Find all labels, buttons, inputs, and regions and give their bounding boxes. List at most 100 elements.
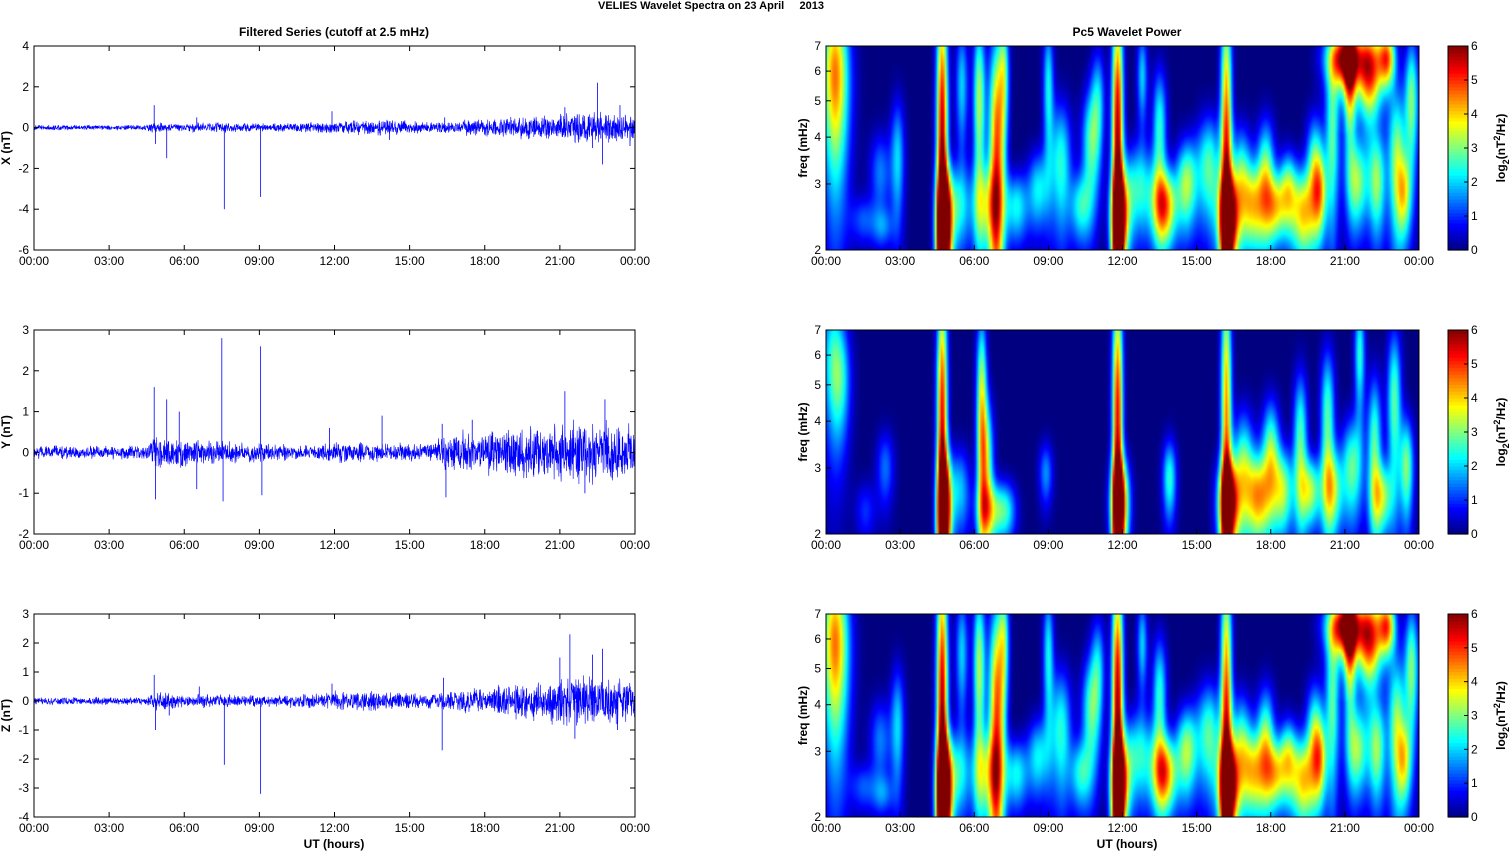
colorbar-step: [1448, 107, 1468, 112]
x-tick-label: 18:00: [1256, 821, 1286, 835]
colorbar-step: [1448, 165, 1468, 169]
colorbar-step: [1448, 735, 1468, 740]
colorbar-step: [1448, 411, 1468, 416]
colorbar-step: [1448, 360, 1468, 365]
colorbar-step: [1448, 80, 1468, 84]
y-tick-label: 4: [22, 39, 29, 53]
y-axis-label: freq (mHz): [796, 686, 810, 745]
y-tick-label: 3: [22, 323, 29, 337]
y-tick-label: 2: [814, 810, 821, 824]
x-tick-label: 18:00: [1256, 254, 1286, 268]
colorbar-step: [1448, 745, 1468, 750]
x-tick-label: 15:00: [395, 538, 425, 552]
colorbar-step: [1448, 73, 1468, 78]
colorbar-step: [1448, 66, 1468, 71]
colorbar-step: [1448, 144, 1468, 149]
x-tick-label: 15:00: [1182, 821, 1212, 835]
colorbar-step: [1448, 353, 1468, 358]
wavelet-panel-z: 00:00 03:00 06:00 09:00 12:00 15:00 18:00 21:00…: [796, 607, 1511, 835]
colorbar-step: [1448, 661, 1468, 666]
x-tick-label: 09:00: [244, 821, 274, 835]
colorbar-step: [1448, 671, 1468, 676]
colorbar-step: [1448, 786, 1468, 791]
colorbar-step: [1448, 192, 1468, 197]
y-axis-label: freq (mHz): [796, 118, 810, 177]
colorbar-step: [1448, 246, 1468, 251]
colorbar-step: [1448, 691, 1468, 696]
x-tick-label: 03:00: [94, 538, 124, 552]
colorbar-step: [1448, 445, 1468, 450]
colorbar-step: [1448, 496, 1468, 501]
plot-area: [34, 46, 635, 250]
y-tick-label: 5: [814, 94, 821, 108]
colorbar-step: [1448, 513, 1468, 518]
colorbar-step: [1448, 330, 1468, 334]
y-tick-label: -6: [18, 243, 29, 257]
colorbar-step: [1448, 654, 1468, 659]
colorbar-step: [1448, 520, 1468, 525]
colorbar-step: [1448, 90, 1468, 95]
colorbar-step: [1448, 63, 1468, 67]
colorbar-step: [1448, 438, 1468, 443]
colorbar-step: [1448, 347, 1468, 351]
colorbar-step: [1448, 472, 1468, 477]
wavelet-panel-y: 00:00 03:00 06:00 09:00 12:00 15:00 18:00 21:00…: [796, 323, 1511, 552]
left-column-title: Filtered Series (cutoff at 2.5 mHz): [239, 25, 429, 39]
y-tick-label: 4: [814, 130, 821, 144]
colorbar-step: [1448, 725, 1468, 730]
x-tick-label: 09:00: [244, 254, 274, 268]
colorbar-step: [1448, 651, 1468, 656]
colorbar-step: [1448, 664, 1468, 669]
colorbar-tick-label: 4: [1471, 107, 1478, 121]
colorbar-step: [1448, 685, 1468, 690]
x-tick-label: 00:00: [19, 821, 49, 835]
x-tick-label: 21:00: [1330, 821, 1360, 835]
colorbar-step: [1448, 394, 1468, 399]
colorbar-step: [1448, 421, 1468, 426]
colorbar-step: [1448, 614, 1468, 618]
colorbar-step: [1448, 620, 1468, 625]
colorbar-step: [1448, 151, 1468, 156]
colorbar-step: [1448, 688, 1468, 693]
colorbar-step: [1448, 59, 1468, 64]
colorbar-step: [1448, 756, 1468, 761]
y-tick-label: -3: [18, 781, 29, 795]
colorbar-step: [1448, 69, 1468, 74]
wavelet-power-map: [826, 614, 1419, 817]
colorbar-step: [1448, 195, 1468, 200]
series-panel-z: 00:00 03:00 06:00 09:00 12:00 15:00 18:00 21:00…: [0, 607, 650, 835]
x-tick-label: 00:00: [811, 254, 841, 268]
colorbar-step: [1448, 523, 1468, 528]
x-tick-label: 00:00: [811, 538, 841, 552]
x-tick-label: 06:00: [959, 821, 989, 835]
colorbar-step: [1448, 752, 1468, 757]
colorbar-step: [1448, 333, 1468, 338]
y-tick-label: 2: [22, 636, 29, 650]
colorbar-step: [1448, 732, 1468, 737]
x-tick-label: 06:00: [959, 254, 989, 268]
x-tick-label: 21:00: [545, 821, 575, 835]
x-tick-label: 15:00: [395, 254, 425, 268]
colorbar-tick-label: 5: [1471, 357, 1478, 371]
colorbar-step: [1448, 76, 1468, 81]
colorbar-tick-label: 6: [1471, 323, 1478, 337]
x-tick-label: 00:00: [19, 254, 49, 268]
y-axis-label: Z (nT): [0, 699, 13, 732]
colorbar-step: [1448, 452, 1468, 457]
left-xlabel: UT (hours): [304, 837, 365, 851]
colorbar-step: [1448, 340, 1468, 345]
colorbar-step: [1448, 489, 1468, 494]
colorbar-step: [1448, 205, 1468, 210]
colorbar-step: [1448, 222, 1468, 227]
y-tick-label: 3: [814, 744, 821, 758]
colorbar-step: [1448, 469, 1468, 474]
colorbar-step: [1448, 493, 1468, 498]
x-tick-label: 00:00: [1404, 821, 1434, 835]
colorbar-step: [1448, 367, 1468, 372]
series-line-z: [33, 675, 636, 726]
colorbar-step: [1448, 617, 1468, 622]
wavelet-power-map: [826, 46, 1419, 250]
colorbar-step: [1448, 674, 1468, 679]
x-tick-label: 00:00: [620, 538, 650, 552]
